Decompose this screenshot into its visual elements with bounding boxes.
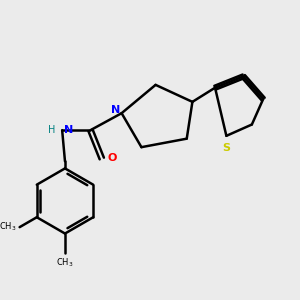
Text: H: H [48,125,55,135]
Text: S: S [222,143,230,153]
Text: N: N [111,105,121,116]
Text: O: O [107,154,117,164]
Text: CH$_3$: CH$_3$ [0,221,17,233]
Text: N: N [64,125,73,135]
Text: CH$_3$: CH$_3$ [56,256,74,269]
